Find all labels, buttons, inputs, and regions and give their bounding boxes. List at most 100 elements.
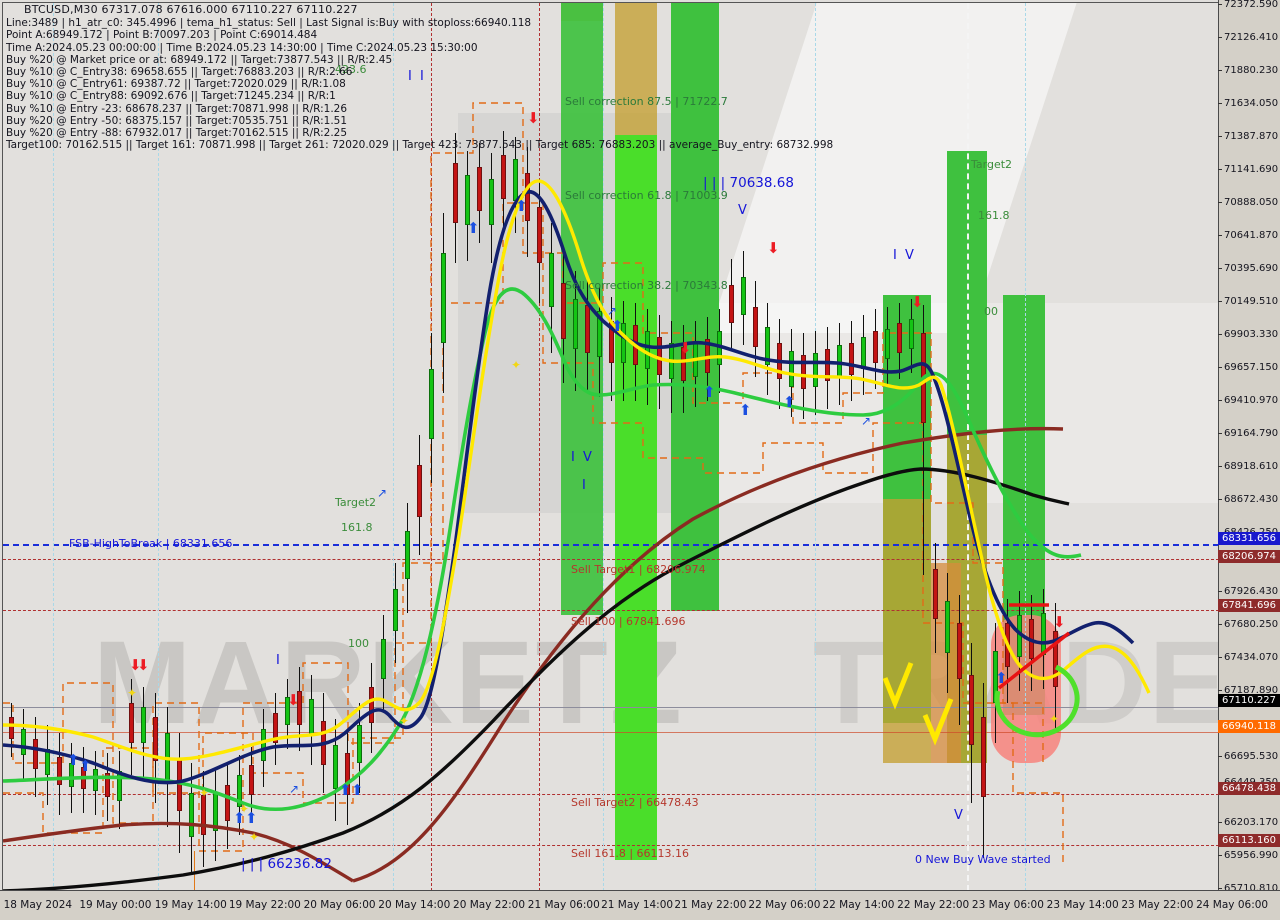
chart-annotation: Sell 161.8 | 66113.16 [571, 847, 690, 860]
price-tick-label: 69903.330 [1218, 328, 1280, 341]
candle-body [189, 793, 194, 837]
event-divider-4 [194, 851, 195, 890]
time-tick-label: 22 May 14:00 [822, 899, 895, 911]
price-tick-label: 72126.410 [1218, 31, 1280, 44]
candle-body [897, 323, 902, 353]
strategy-info-line: Buy %20 @ Entry -88: 67932.017 || Target… [6, 127, 348, 140]
time-tick-label: 20 May 22:00 [453, 899, 526, 911]
level-sell-target2 [3, 794, 1218, 795]
price-tick-label: 66695.530 [1218, 750, 1280, 763]
symbol-ohlc-line: BTCUSD,M30 67317.078 67616.000 67110.227… [24, 3, 358, 16]
candle-body [501, 155, 506, 199]
buy-arrow-icon: ⬆ [611, 318, 624, 335]
wave-marker: I V [571, 450, 594, 465]
candle-body [789, 351, 794, 387]
candle-body [1041, 613, 1046, 655]
price-tick-label: 68918.610 [1218, 460, 1280, 473]
time-axis[interactable]: 18 May 2024 19 May 00:00 19 May 14:00 19 Ma… [0, 890, 1280, 920]
strategy-info-line: Line:3489 | h1_atr_c0: 345.4996 | tema_h… [6, 17, 532, 30]
candle-body [657, 337, 662, 375]
price-tick-label: 66203.170 [1218, 816, 1280, 829]
candle-body [1053, 631, 1058, 687]
candle-body [21, 729, 26, 755]
time-tick-label: 21 May 06:00 [527, 899, 600, 911]
candle-body [981, 717, 986, 797]
candle-body [465, 175, 470, 225]
time-tick-label: 24 May 06:00 [1196, 899, 1269, 911]
signal-star-icon: ✦ [1049, 712, 1060, 726]
price-tick-label: 72372.590 [1218, 0, 1280, 11]
candle-body [153, 717, 158, 761]
chart-plot-area[interactable]: MARKETZ TRADE [2, 2, 1218, 890]
zone-red-1 [991, 615, 1061, 763]
price-level-badge[interactable]: 68206.974 [1218, 550, 1280, 563]
time-tick-label: 19 May 14:00 [154, 899, 227, 911]
price-level-badge[interactable]: 66940.118 [1218, 720, 1280, 733]
price-level-badge[interactable]: 68331.656 [1218, 532, 1280, 545]
chart-annotation: 0 New Buy Wave started [915, 853, 1051, 866]
candle-body [333, 745, 338, 789]
candle-body [177, 759, 182, 811]
chart-info-block: BTCUSD,M30 67317.078 67616.000 67110.227… [6, 3, 834, 152]
wave-marker: I [582, 478, 588, 493]
candle-body [477, 167, 482, 211]
price-tick-label: 65956.990 [1218, 849, 1280, 862]
candle-body [129, 703, 134, 743]
candle-body [105, 773, 110, 797]
candle-body [633, 325, 638, 365]
time-tick-label: 21 May 22:00 [674, 899, 747, 911]
time-tick-label: 22 May 06:00 [748, 899, 821, 911]
price-tick-label: 71880.230 [1218, 64, 1280, 77]
candle-body [405, 531, 410, 579]
chart-annotation: Sell 100 | 67841.696 [571, 615, 686, 628]
candle-body [885, 329, 890, 359]
price-level-badge[interactable]: 67841.696 [1218, 599, 1280, 612]
price-level-badge[interactable]: 66478.438 [1218, 782, 1280, 795]
candle-body [273, 713, 278, 743]
candle-body [813, 353, 818, 387]
sell-arrow-icon: ⬇ [767, 240, 780, 257]
chart-annotation: | | | 70638.68 [703, 175, 794, 191]
candle-body [573, 299, 578, 349]
candle-body [249, 765, 254, 795]
candle-body [489, 179, 494, 225]
buy-arrow-hollow-icon: ↗ [861, 414, 872, 428]
candle-body [957, 623, 962, 679]
level-sell-1618 [3, 845, 1218, 846]
price-tick-label: 71387.870 [1218, 130, 1280, 143]
candle-body [261, 729, 266, 761]
price-tick-label: 67680.250 [1218, 618, 1280, 631]
price-tick-label: 71141.690 [1218, 163, 1280, 176]
buy-arrow-icon: ⬆ [467, 220, 480, 237]
level-sell-target1 [3, 559, 1218, 560]
strategy-info-line: Target100: 70162.515 || Target 161: 7087… [6, 139, 834, 152]
candle-body [33, 739, 38, 769]
chart-annotation: 00 [984, 305, 998, 318]
strategy-info-line: Buy %10 @ Entry -23: 68678.237 || Target… [6, 102, 348, 115]
level-current-price [3, 707, 1218, 708]
chart-annotation: Sell Target2 | 66478.43 [571, 796, 699, 809]
time-tick-label: 19 May 22:00 [228, 899, 301, 911]
candle-body [165, 733, 170, 781]
price-tick-label: 69657.150 [1218, 361, 1280, 374]
candle-body [705, 339, 710, 373]
candle-body [837, 345, 842, 377]
wave-marker: V [738, 203, 749, 218]
candle-body [729, 285, 734, 323]
wave-marker: I [276, 653, 282, 668]
time-tick-label: 19 May 00:00 [79, 899, 152, 911]
price-level-badge[interactable]: 66113.160 [1218, 834, 1280, 847]
strategy-info-line: Buy %10 @ C_Entry88: 69092.676 || Target… [6, 90, 336, 103]
candle-body [9, 717, 14, 739]
time-tick-label: 23 May 06:00 [971, 899, 1044, 911]
candle-body [645, 331, 650, 369]
event-divider-3 [967, 3, 969, 890]
buy-arrow-icon: ⬆ [515, 198, 528, 215]
candle-body [225, 785, 230, 821]
candle-body [597, 311, 602, 357]
buy-arrow-icon: ⬆ [339, 782, 352, 799]
price-axis[interactable]: 72372.590 72126.410 71880.230 71634.050 7138… [1218, 0, 1280, 894]
time-tick-label: 23 May 22:00 [1121, 899, 1194, 911]
price-level-badge[interactable]: 67110.227 [1218, 694, 1280, 707]
